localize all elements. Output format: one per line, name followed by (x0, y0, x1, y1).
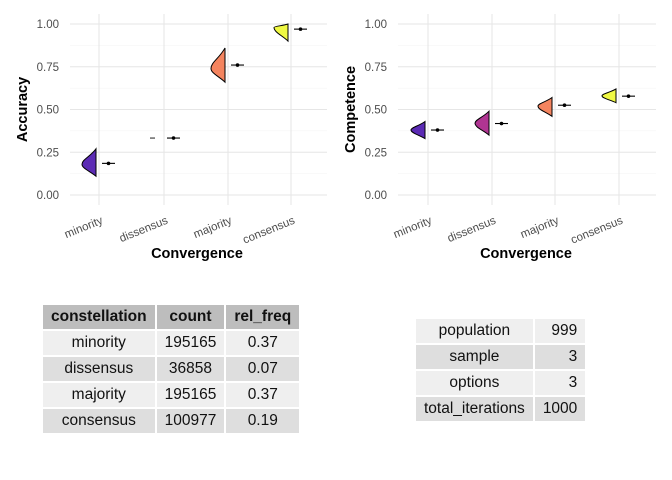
x-tick-label: consensus (569, 215, 625, 247)
x-tick-label: minority (63, 215, 105, 241)
violin-dissensus (474, 109, 490, 137)
y-tick-label: 0.00 (365, 190, 387, 202)
table-cell: 0.19 (226, 409, 300, 433)
table-cell: 100977 (156, 409, 225, 433)
table-cell: total_iterations (416, 397, 533, 421)
table-header-cell: count (156, 305, 225, 329)
mean-point-majority (562, 103, 567, 108)
constellation-table: constellation count rel_freq minority 19… (41, 303, 301, 435)
table-row: minority 195165 0.37 (43, 331, 300, 355)
table-cell: 999 (534, 319, 586, 343)
table-header-row: constellation count rel_freq (43, 305, 300, 329)
mean-point-dissensus (499, 121, 504, 126)
mean-point-minority (106, 161, 111, 166)
y-tick-label: 1.00 (37, 19, 59, 31)
table-cell: sample (416, 345, 533, 369)
table-row: sample 3 (416, 345, 586, 369)
table-cell: 195165 (156, 331, 225, 355)
table-cell: 0.37 (226, 331, 300, 355)
x-tick-label: dissensus (118, 215, 170, 245)
table-cell: 3 (534, 371, 586, 395)
mean-point-consensus (626, 94, 631, 98)
y-tick-label: 0.50 (365, 105, 387, 117)
table-cell: dissensus (43, 357, 155, 381)
violin-majority (210, 47, 226, 84)
y-tick-label: 0.75 (37, 62, 59, 74)
table-row: consensus 100977 0.19 (43, 409, 300, 433)
y-tick-label: 0.25 (365, 147, 387, 159)
table-row: options 3 (416, 371, 586, 395)
table-header-cell: constellation (43, 305, 155, 329)
y-tick-label: 0.75 (365, 62, 387, 74)
violin-minority (410, 120, 426, 140)
table-cell: 3 (534, 345, 586, 369)
x-tick-label: minority (392, 215, 434, 241)
table-cell: consensus (43, 409, 155, 433)
table-header-cell: rel_freq (226, 305, 300, 329)
chart-panel-0: 0.00 0.25 0.50 0.75 1.00 minority dissensus maj… (15, 14, 327, 262)
y-tick-label: 0.50 (37, 105, 59, 117)
mean-point-minority (435, 128, 440, 132)
x-tick-label: dissensus (446, 215, 498, 245)
x-tick-label: majority (519, 215, 561, 241)
x-axis-title: Convergence (480, 246, 572, 262)
chart-panel-1: 0.00 0.25 0.50 0.75 1.00 minority dissensus maj… (343, 14, 656, 262)
y-tick-label: 0.00 (37, 190, 59, 202)
y-tick-label: 0.25 (37, 147, 59, 159)
table-cell: population (416, 319, 533, 343)
mean-point-consensus (298, 27, 303, 31)
table-cell: 0.37 (226, 383, 300, 407)
x-tick-label: consensus (241, 215, 297, 247)
parameters-table: population 999 sample 3 options 3 total_… (414, 317, 587, 423)
mean-point-dissensus (171, 136, 176, 140)
table-row: population 999 (416, 319, 586, 343)
table-row: dissensus 36858 0.07 (43, 357, 300, 381)
table-cell: options (416, 371, 533, 395)
table-row: majority 195165 0.37 (43, 383, 300, 407)
table-row: total_iterations 1000 (416, 397, 586, 421)
table-cell: 0.07 (226, 357, 300, 381)
violin-minority (81, 147, 97, 178)
table-cell: 1000 (534, 397, 586, 421)
table-cell: majority (43, 383, 155, 407)
table-cell: 36858 (156, 357, 225, 381)
y-axis-title: Accuracy (15, 77, 31, 142)
x-axis-title: Convergence (151, 246, 243, 262)
x-tick-label: majority (192, 215, 234, 241)
table-cell: 195165 (156, 383, 225, 407)
violin-consensus (273, 23, 289, 43)
violin-majority (537, 96, 553, 118)
table-cell: minority (43, 331, 155, 355)
violin-consensus (601, 88, 617, 104)
y-tick-label: 1.00 (365, 19, 387, 31)
y-axis-title: Competence (343, 66, 359, 153)
mean-point-majority (235, 63, 240, 67)
